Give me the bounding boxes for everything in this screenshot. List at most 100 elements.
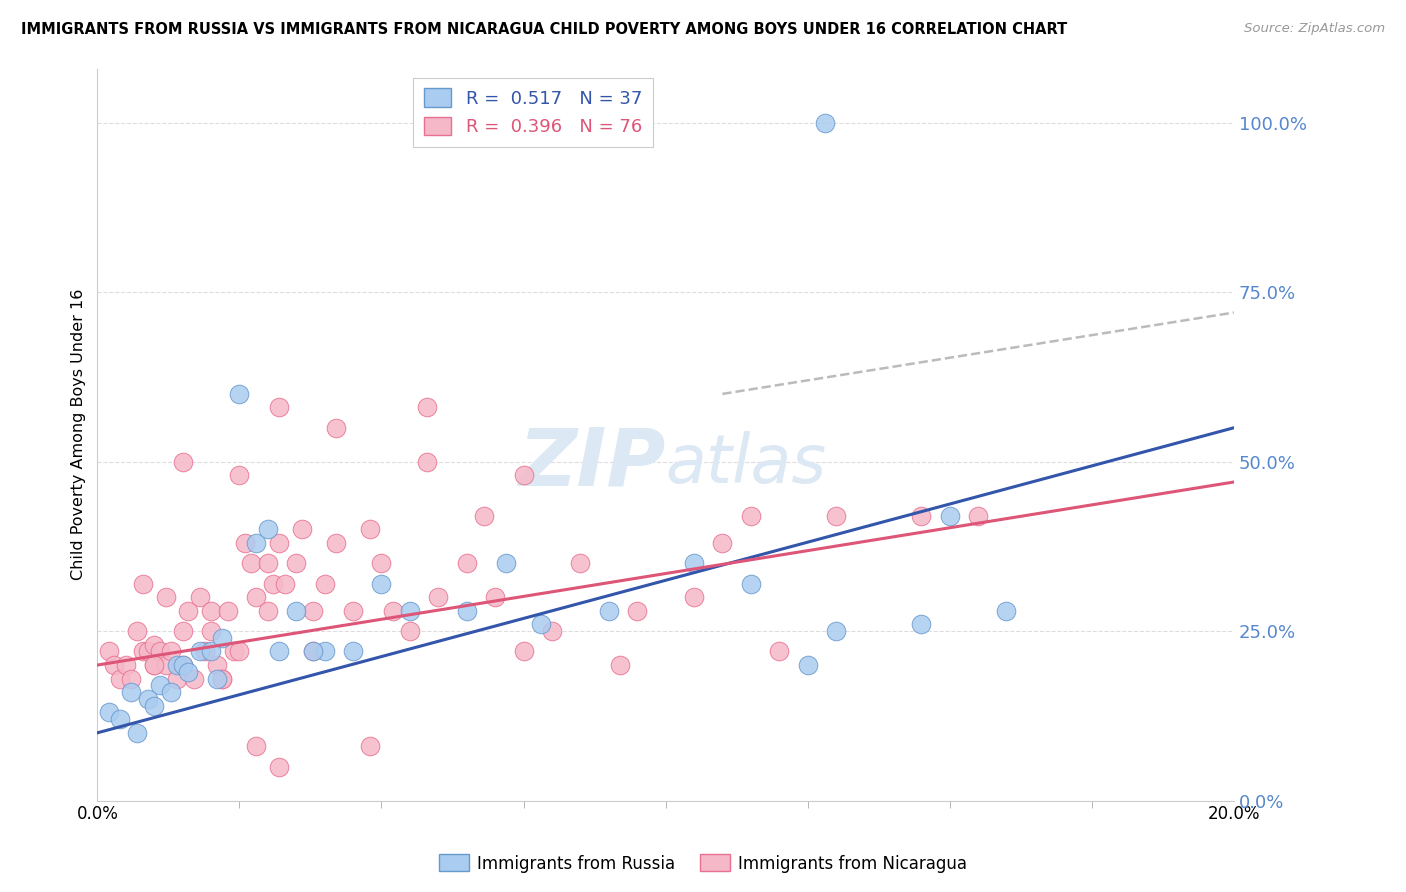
Legend: R =  0.517   N = 37, R =  0.396   N = 76: R = 0.517 N = 37, R = 0.396 N = 76: [413, 78, 652, 147]
Point: [172, 658, 194, 673]
Point: [172, 455, 194, 469]
Point: [427, 591, 450, 605]
Point: [233, 536, 256, 550]
Point: [370, 576, 392, 591]
Point: [127, 726, 149, 740]
Point: [97, 706, 120, 720]
Point: [740, 508, 762, 523]
Point: [541, 624, 564, 639]
Point: [120, 685, 142, 699]
Point: [143, 698, 166, 713]
Point: [103, 658, 125, 673]
Point: [359, 739, 381, 754]
Point: [598, 604, 620, 618]
Point: [291, 523, 314, 537]
Point: [274, 576, 297, 591]
Point: [609, 658, 631, 673]
Point: [359, 523, 381, 537]
Point: [825, 508, 848, 523]
Point: [285, 604, 308, 618]
Point: [484, 591, 506, 605]
Point: [143, 658, 166, 673]
Point: [910, 508, 932, 523]
Point: [381, 604, 404, 618]
Point: [200, 644, 222, 658]
Point: [211, 672, 233, 686]
Point: [269, 536, 291, 550]
Point: [995, 604, 1018, 618]
Point: [172, 658, 194, 673]
Point: [97, 644, 120, 658]
Point: [370, 557, 392, 571]
Point: [256, 523, 278, 537]
Point: [711, 536, 734, 550]
Point: [138, 692, 160, 706]
Point: [529, 617, 551, 632]
Point: [342, 644, 364, 658]
Point: [456, 604, 478, 618]
Point: [256, 604, 278, 618]
Point: [155, 658, 177, 673]
Point: [285, 557, 308, 571]
Point: [211, 631, 233, 645]
Point: [245, 591, 267, 605]
Point: [200, 604, 222, 618]
Point: [211, 672, 233, 686]
Point: [239, 557, 262, 571]
Point: [228, 644, 250, 658]
Point: [222, 644, 245, 658]
Point: [120, 672, 142, 686]
Point: [302, 644, 325, 658]
Point: [938, 508, 960, 523]
Y-axis label: Child Poverty Among Boys Under 16: Child Poverty Among Boys Under 16: [72, 289, 86, 581]
Point: [740, 576, 762, 591]
Point: [263, 576, 285, 591]
Point: [683, 591, 706, 605]
Point: [188, 591, 211, 605]
Point: [967, 508, 990, 523]
Point: [160, 685, 183, 699]
Point: [188, 644, 211, 658]
Point: [132, 644, 155, 658]
Point: [132, 576, 155, 591]
Point: [814, 116, 837, 130]
Point: [302, 604, 325, 618]
Text: atlas: atlas: [665, 431, 827, 497]
Point: [194, 644, 217, 658]
Point: [166, 658, 188, 673]
Point: [138, 644, 160, 658]
Point: [217, 604, 239, 618]
Point: [626, 604, 648, 618]
Point: [269, 644, 291, 658]
Point: [166, 672, 188, 686]
Point: [796, 658, 818, 673]
Point: [269, 401, 291, 415]
Legend: Immigrants from Russia, Immigrants from Nicaragua: Immigrants from Russia, Immigrants from …: [432, 847, 974, 880]
Point: [325, 421, 347, 435]
Point: [456, 557, 478, 571]
Point: [177, 604, 200, 618]
Text: Source: ZipAtlas.com: Source: ZipAtlas.com: [1244, 22, 1385, 36]
Point: [205, 658, 228, 673]
Point: [416, 401, 439, 415]
Point: [108, 712, 131, 726]
Point: [768, 644, 790, 658]
Point: [245, 536, 267, 550]
Point: [183, 672, 205, 686]
Point: [399, 624, 422, 639]
Point: [143, 638, 166, 652]
Point: [149, 678, 172, 692]
Point: [177, 665, 200, 679]
Point: [325, 536, 347, 550]
Text: ZIP: ZIP: [519, 425, 665, 503]
Point: [683, 557, 706, 571]
Point: [495, 557, 517, 571]
Text: IMMIGRANTS FROM RUSSIA VS IMMIGRANTS FROM NICARAGUA CHILD POVERTY AMONG BOYS UND: IMMIGRANTS FROM RUSSIA VS IMMIGRANTS FRO…: [21, 22, 1067, 37]
Point: [172, 624, 194, 639]
Point: [512, 644, 534, 658]
Point: [314, 644, 336, 658]
Point: [200, 624, 222, 639]
Point: [910, 617, 932, 632]
Point: [245, 739, 267, 754]
Point: [155, 591, 177, 605]
